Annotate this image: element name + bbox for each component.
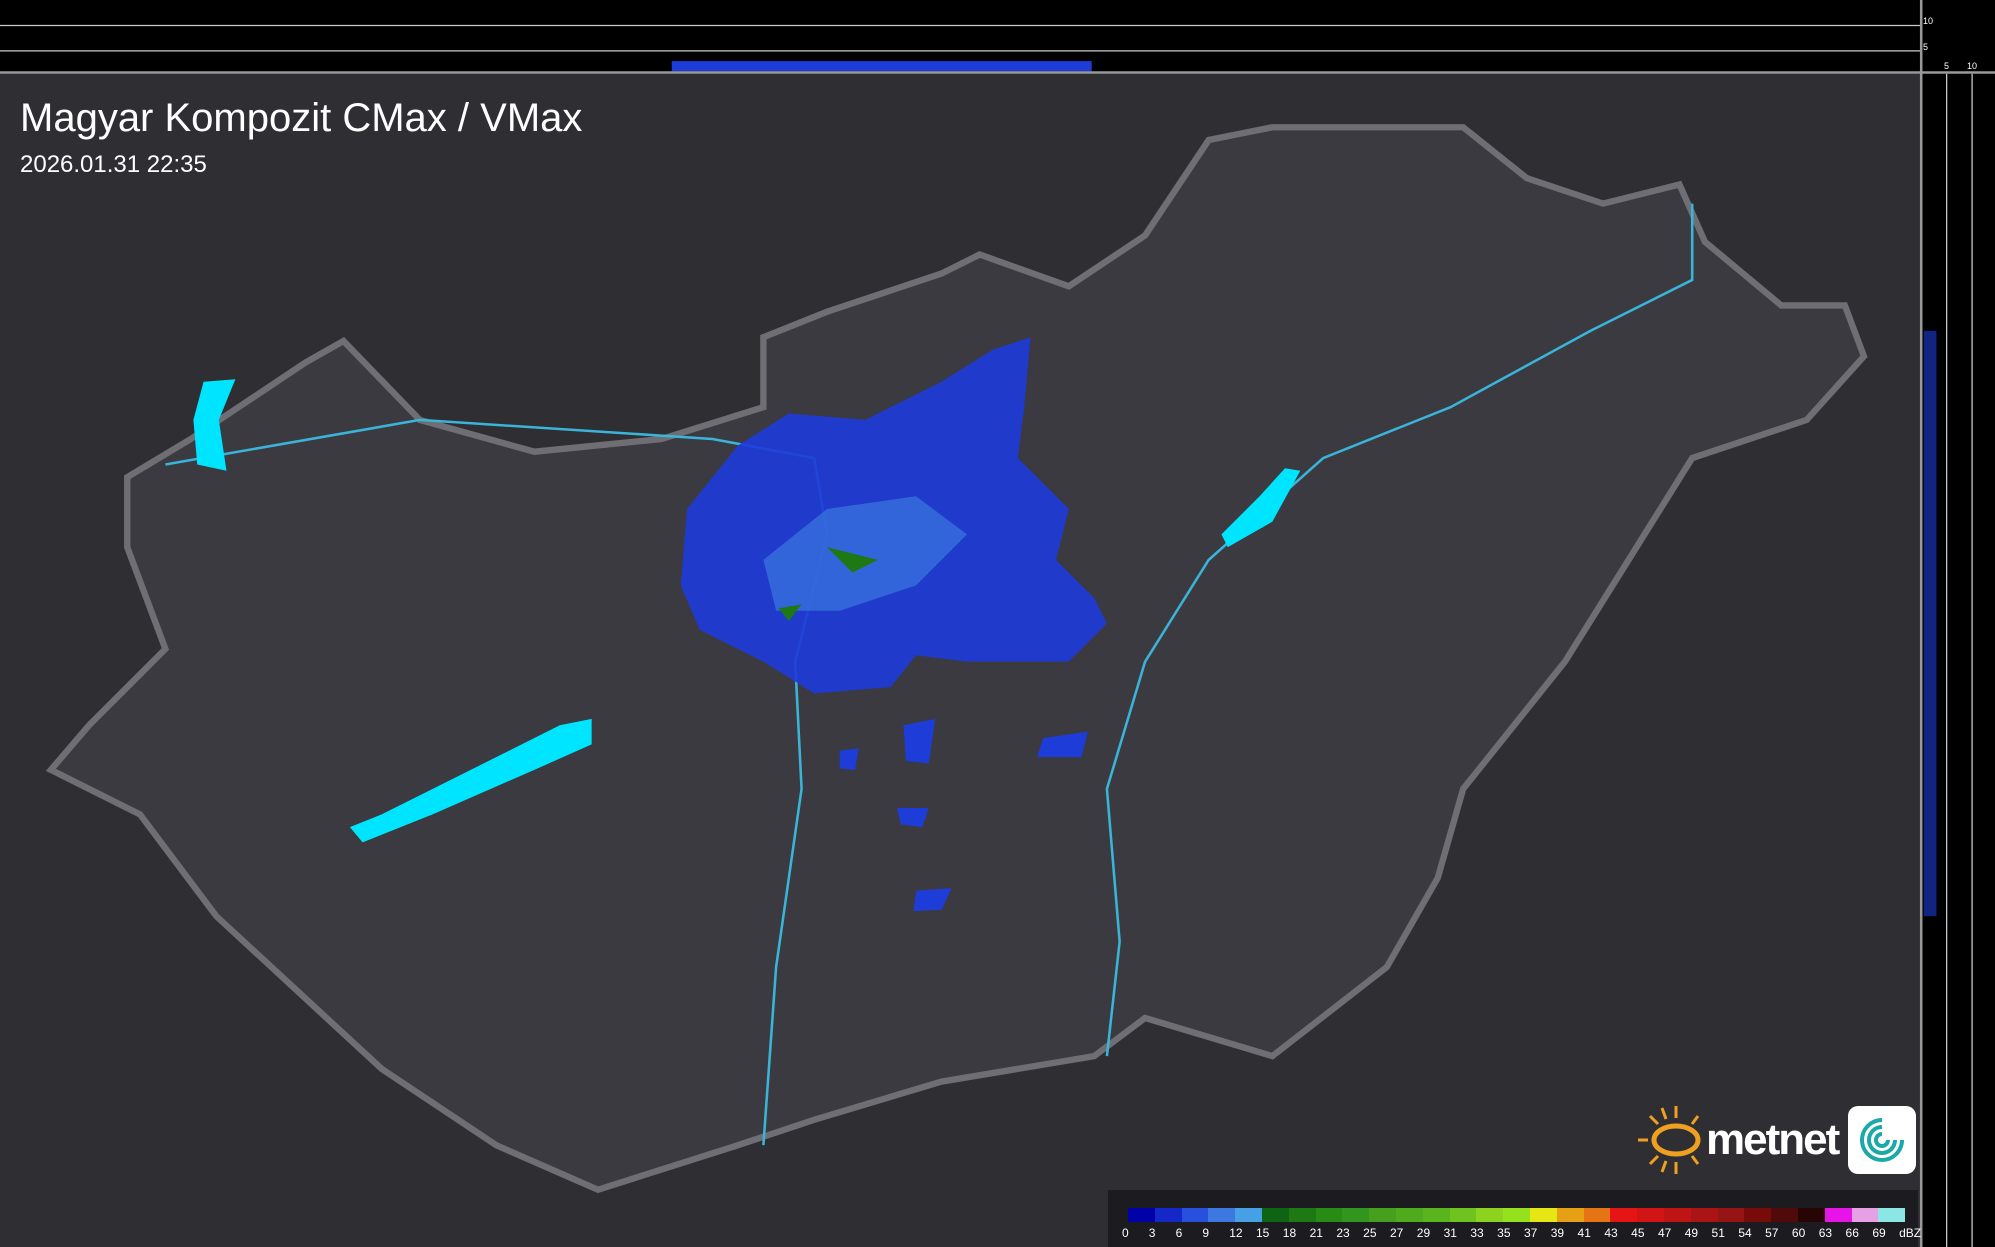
legend-swatch xyxy=(1261,1208,1289,1222)
legend-label: 12 xyxy=(1229,1226,1243,1240)
legend-swatch xyxy=(1637,1208,1664,1222)
legend-label: 3 xyxy=(1148,1226,1156,1240)
legend-label: 31 xyxy=(1443,1226,1457,1240)
legend-labels: 0 3 6 9 12 15 18 21 23 25 27 29 31 33 35 37 39 41 43 45 47 49… xyxy=(1122,1226,1926,1240)
legend-label: 66 xyxy=(1845,1226,1859,1240)
legend-swatch xyxy=(1449,1208,1477,1222)
brand-name: metnet xyxy=(1706,1115,1840,1164)
legend-swatch xyxy=(1771,1208,1798,1222)
top-profile-echo xyxy=(671,61,1092,72)
legend-swatch xyxy=(1797,1208,1825,1222)
legend-swatch xyxy=(1476,1208,1504,1222)
legend-label: 25 xyxy=(1363,1226,1377,1240)
legend-label: 69 xyxy=(1872,1226,1886,1240)
legend-swatch xyxy=(1369,1208,1396,1222)
legend-label: 47 xyxy=(1657,1226,1672,1240)
legend-swatches xyxy=(1128,1208,1906,1222)
legend-swatch xyxy=(1288,1208,1316,1222)
legend-unit: dBZ xyxy=(1899,1226,1922,1240)
legend-swatch xyxy=(1744,1208,1772,1222)
legend-label: 29 xyxy=(1416,1226,1431,1240)
legend-swatch xyxy=(1717,1208,1745,1222)
legend-swatch xyxy=(1235,1208,1262,1222)
lake-tisza xyxy=(1221,468,1301,548)
legend-label: 57 xyxy=(1765,1226,1779,1240)
legend-label: 9 xyxy=(1202,1226,1210,1240)
legend-swatch xyxy=(1315,1208,1343,1222)
app-icon xyxy=(1848,1106,1917,1174)
legend-swatch xyxy=(1503,1208,1530,1222)
metnet-logo: metnet xyxy=(1636,1104,1917,1176)
legend-swatch xyxy=(1663,1208,1691,1222)
radar-echo-green xyxy=(778,547,878,621)
legend-swatch xyxy=(1395,1208,1423,1222)
right-profile-echo xyxy=(1923,330,1937,917)
legend-label: 49 xyxy=(1684,1226,1699,1240)
legend-label: 6 xyxy=(1175,1226,1183,1240)
legend-label: 21 xyxy=(1309,1226,1323,1240)
legend-swatch xyxy=(1556,1208,1584,1222)
legend-swatch xyxy=(1878,1208,1906,1222)
legend-swatch xyxy=(1529,1208,1557,1222)
legend-swatch xyxy=(1851,1208,1879,1222)
legend-swatch xyxy=(1342,1208,1370,1222)
legend-swatch xyxy=(1422,1208,1450,1222)
legend-label: 0 xyxy=(1122,1226,1129,1240)
radar-echo-cells xyxy=(839,718,1088,912)
swirl-icon xyxy=(1860,1118,1905,1162)
map-timestamp: 2026.01.31 22:35 xyxy=(20,151,207,178)
legend-label: 37 xyxy=(1523,1226,1538,1240)
legend-label: 43 xyxy=(1604,1226,1618,1240)
sun-icon xyxy=(1638,1106,1701,1174)
legend-label: 23 xyxy=(1336,1226,1350,1240)
legend-label: 39 xyxy=(1550,1226,1565,1240)
legend-label: 35 xyxy=(1497,1226,1511,1240)
legend-swatch xyxy=(1208,1208,1236,1222)
legend-label: 27 xyxy=(1389,1226,1404,1240)
legend-label: 63 xyxy=(1818,1226,1833,1240)
legend-label: 60 xyxy=(1791,1226,1806,1240)
reflectivity-legend: 0 3 6 9 12 15 18 21 23 25 27 29 31 33 35 37 39 41 43 45 47 49… xyxy=(1108,1190,1921,1247)
legend-label: 51 xyxy=(1711,1226,1725,1240)
lake-balaton xyxy=(349,718,592,843)
legend-label: 33 xyxy=(1470,1226,1484,1240)
legend-label: 45 xyxy=(1631,1226,1645,1240)
lake-ferto xyxy=(193,379,236,471)
legend-swatch xyxy=(1181,1208,1209,1222)
profile-tick: 10 xyxy=(1923,16,1934,26)
profile-tick: 5 xyxy=(1944,61,1950,71)
legend-swatch xyxy=(1824,1208,1852,1222)
profile-tick: 5 xyxy=(1923,42,1929,52)
radar-echo-core xyxy=(763,496,967,611)
legend-swatch xyxy=(1690,1208,1718,1222)
legend-swatch xyxy=(1154,1208,1182,1222)
legend-label: 41 xyxy=(1577,1226,1591,1240)
legend-swatch xyxy=(1128,1208,1155,1222)
legend-swatch xyxy=(1583,1208,1611,1222)
profile-tick: 10 xyxy=(1967,61,1978,71)
legend-swatch xyxy=(1610,1208,1638,1222)
legend-label: 18 xyxy=(1282,1226,1297,1240)
legend-label: 54 xyxy=(1738,1226,1752,1240)
legend-label: 15 xyxy=(1255,1226,1270,1240)
map-title: Magyar Kompozit CMax / VMax xyxy=(20,96,583,140)
